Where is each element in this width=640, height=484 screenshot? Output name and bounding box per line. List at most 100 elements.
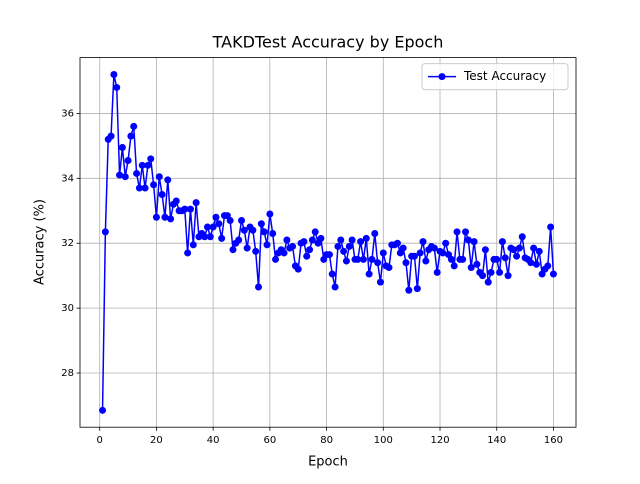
x-tick-label: 160 [544,435,563,446]
point [544,262,552,270]
point [530,244,538,252]
y-axis-label: Accuracy (%) [33,199,48,285]
point [493,255,501,263]
point [130,122,138,130]
point [368,255,376,263]
point [272,255,280,263]
point [535,247,543,255]
point [419,238,427,246]
point [266,210,274,218]
point [496,268,504,276]
point [376,278,384,286]
point [206,233,214,241]
point [289,242,297,250]
point [138,161,146,169]
point [201,233,209,241]
point [263,241,271,249]
point [308,236,316,244]
point [393,239,401,247]
point [504,272,512,280]
legend-marker [438,73,446,81]
point [498,238,506,246]
point [547,223,555,231]
point [340,247,348,255]
point [144,161,152,169]
point [243,244,251,252]
point [422,257,430,265]
point [260,228,268,236]
point [235,236,243,244]
point [413,285,421,293]
point [192,199,200,207]
point [410,252,418,260]
point [118,143,126,151]
y-tick-label: 32 [61,238,74,249]
y-tick-label: 28 [61,368,74,379]
point [348,236,356,244]
point [135,184,143,192]
point [325,251,333,259]
point [150,181,158,189]
point [121,173,129,181]
point [99,406,107,414]
point [513,252,521,260]
point [209,223,217,231]
plot-area [99,70,557,414]
legend-label: Test Accuracy [463,69,546,83]
point [110,70,118,78]
point [189,241,197,249]
point [479,272,487,280]
point [240,226,248,234]
point [342,257,350,265]
point [317,234,325,242]
axes-frame [79,57,577,428]
point [459,255,467,263]
point [184,249,192,257]
point [249,226,257,234]
point [252,247,260,255]
point [442,239,450,247]
series-line [101,74,555,411]
point [226,216,234,224]
point [152,213,160,221]
y-tick-label: 34 [61,173,74,184]
point [501,254,509,262]
point [439,249,447,257]
point [405,286,413,294]
point [238,216,246,224]
x-tick-label: 20 [150,435,163,446]
point [334,242,342,250]
point [158,191,166,199]
point [467,264,475,272]
point [101,228,109,236]
point [167,215,175,223]
point [487,268,495,276]
point [481,246,489,254]
y-tick-label: 36 [61,108,74,119]
point [331,283,339,291]
x-tick-label: 0 [97,435,103,446]
point [430,244,438,252]
point [311,228,319,236]
point [280,249,288,257]
point [484,278,492,286]
point [107,132,115,140]
x-tick-label: 120 [430,435,449,446]
point [345,242,353,250]
point [447,255,455,263]
point [113,83,121,91]
point [155,173,163,181]
point [549,270,557,278]
point [215,220,223,228]
point [510,246,518,254]
point [141,184,149,192]
point [257,220,265,228]
point [515,244,523,252]
point [294,265,302,273]
y-tick-label: 30 [61,303,74,314]
x-tick-label: 140 [487,435,506,446]
point [473,260,481,268]
point [470,238,478,246]
